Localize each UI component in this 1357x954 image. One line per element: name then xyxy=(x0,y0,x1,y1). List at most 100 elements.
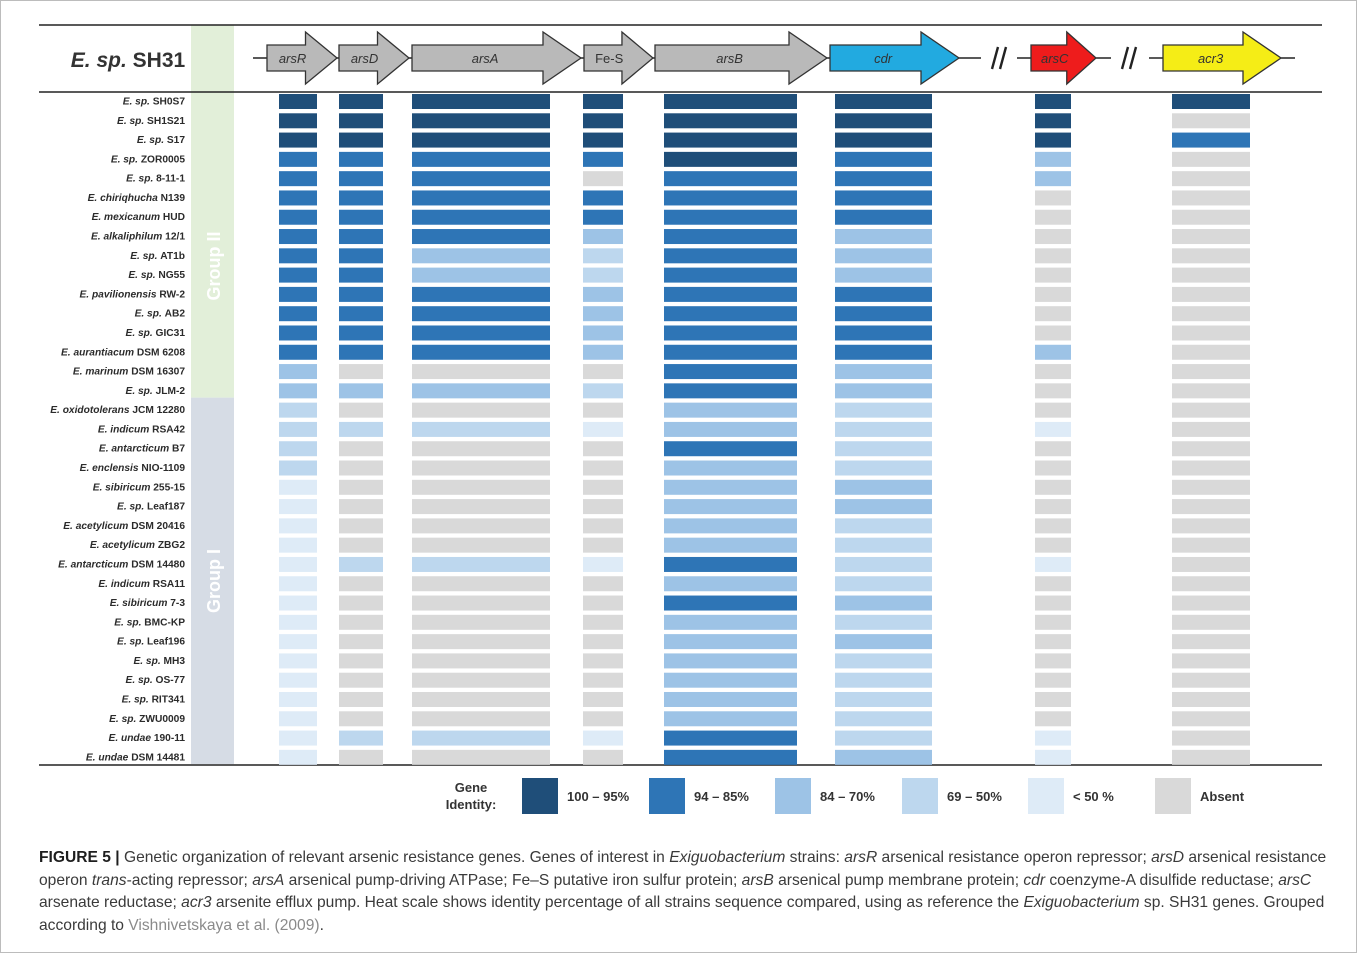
heatmap-cell xyxy=(664,248,797,264)
gene-arrow-label: arsR xyxy=(279,51,306,66)
heatmap-cell xyxy=(664,325,797,341)
heatmap-cell xyxy=(835,576,932,592)
heatmap-cell xyxy=(583,556,623,572)
heatmap-cell xyxy=(835,595,932,611)
legend-swatch xyxy=(1028,778,1064,814)
strain-label: E. undae 190-11 xyxy=(109,733,186,744)
heatmap-cell xyxy=(339,691,383,707)
legend-swatch xyxy=(902,778,938,814)
heatmap-cell xyxy=(279,113,317,129)
heatmap-cell xyxy=(279,151,317,167)
heatmap-cell xyxy=(1172,653,1250,669)
heatmap-cell xyxy=(1172,190,1250,206)
heatmap-cell xyxy=(664,499,797,515)
heatmap-cell xyxy=(835,537,932,553)
heatmap-cell xyxy=(339,421,383,437)
strain-label: E. sp. ZWU0009 xyxy=(109,714,185,725)
heatmap-cell xyxy=(664,614,797,630)
heatmap-cell xyxy=(835,229,932,245)
heatmap-cell xyxy=(664,556,797,572)
gene-arrow-arsb xyxy=(654,30,829,86)
strain-label: E. sp. BMC-KP xyxy=(114,617,185,628)
caption-text: . xyxy=(319,916,324,934)
heatmap-cell xyxy=(279,711,317,727)
legend-swatch xyxy=(775,778,811,814)
strain-label: E. sp. 8-11-1 xyxy=(126,174,185,185)
heatmap-cell xyxy=(339,364,383,380)
heatmap-cell xyxy=(412,421,550,437)
heatmap-cell xyxy=(1172,132,1250,148)
heatmap-cell xyxy=(1035,460,1071,476)
break-stroke xyxy=(1120,46,1130,70)
heatmap-cell xyxy=(1172,402,1250,418)
heatmap-cell xyxy=(339,479,383,495)
heatmap-cell xyxy=(412,94,550,109)
heatmap-cell xyxy=(339,190,383,206)
heatmap-cell xyxy=(412,576,550,592)
heatmap-cell xyxy=(339,267,383,283)
heatmap-cell xyxy=(339,499,383,515)
heatmap-cell xyxy=(1172,344,1250,360)
heatmap-cell xyxy=(1172,229,1250,245)
heatmap-cell xyxy=(339,730,383,746)
heatmap-cell xyxy=(279,267,317,283)
heatmap-cell xyxy=(1035,402,1071,418)
caption-text: arsA xyxy=(252,871,285,889)
break-stroke xyxy=(998,46,1008,70)
caption-text: arsC xyxy=(1278,871,1312,889)
gene-arrow-label: arsA xyxy=(472,51,499,66)
strain-label: E. sp. MH3 xyxy=(133,656,185,667)
reference-strain-label: E. sp. SH31 xyxy=(71,49,186,72)
heatmap-cell xyxy=(835,286,932,302)
heatmap-cell xyxy=(279,248,317,264)
heatmap-cell xyxy=(664,94,797,109)
heatmap-cell xyxy=(1035,113,1071,129)
strain-label: E. sp. SH0S7 xyxy=(123,97,186,108)
heatmap-cell xyxy=(583,248,623,264)
heatmap-cell xyxy=(412,151,550,167)
heatmap-cell xyxy=(835,113,932,129)
heatmap-cell xyxy=(835,556,932,572)
caption-label: FIGURE 5 | xyxy=(39,849,120,866)
heatmap-cell xyxy=(583,691,623,707)
caption-text: arsenical pump membrane protein; xyxy=(773,871,1024,889)
gene-arrow-acr3 xyxy=(1162,30,1283,86)
caption-text: arsenite efflux pump. Heat scale shows i… xyxy=(211,894,1024,912)
heatmap-cell xyxy=(835,672,932,688)
heatmap-cell xyxy=(1035,479,1071,495)
heatmap-cell xyxy=(1172,634,1250,650)
heatmap-cell xyxy=(279,479,317,495)
caption-reference-link[interactable]: Vishnivetskaya et al. (2009) xyxy=(128,916,320,934)
heatmap-cell xyxy=(1172,325,1250,341)
heatmap-cell xyxy=(583,190,623,206)
heatmap-cell xyxy=(1035,151,1071,167)
heatmap-cell xyxy=(339,537,383,553)
heatmap-cell xyxy=(412,267,550,283)
heatmap-cell xyxy=(412,518,550,534)
heatmap-cell xyxy=(1172,267,1250,283)
heatmap-cell xyxy=(339,344,383,360)
heatmap-cell xyxy=(339,113,383,129)
strain-label: E. antarcticum DSM 14480 xyxy=(58,559,185,570)
heatmap-cell xyxy=(664,518,797,534)
strain-label: E. aurantiacum DSM 6208 xyxy=(61,347,185,358)
strain-label: E. acetylicum DSM 20416 xyxy=(63,521,185,532)
caption-text: acr3 xyxy=(181,894,212,912)
heatmap-cell xyxy=(583,576,623,592)
heatmap-cell xyxy=(412,113,550,129)
heatmap-cell xyxy=(835,691,932,707)
gene-arrow-cdr xyxy=(829,30,961,86)
heatmap-cell xyxy=(279,344,317,360)
strain-label: E. enclensis NIO-1109 xyxy=(80,463,186,474)
heatmap-cell xyxy=(412,132,550,148)
heatmap-cell xyxy=(279,460,317,476)
heatmap-cell xyxy=(339,171,383,187)
heatmap-cell xyxy=(664,171,797,187)
heatmap-cell xyxy=(1035,556,1071,572)
heatmap-cell xyxy=(1172,518,1250,534)
heatmap-cell xyxy=(1035,576,1071,592)
heatmap-cell xyxy=(1172,209,1250,225)
heatmap-cell xyxy=(1035,711,1071,727)
heatmap-cell xyxy=(1035,171,1071,187)
